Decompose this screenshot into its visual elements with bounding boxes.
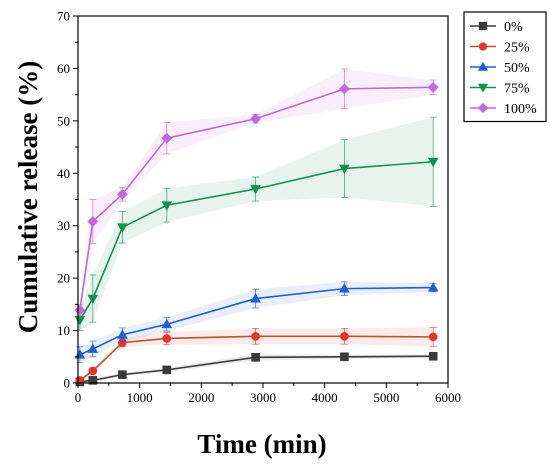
legend-item: 50% bbox=[470, 61, 530, 76]
data-point bbox=[428, 351, 438, 361]
series-75-pct bbox=[74, 116, 439, 331]
data-point bbox=[250, 185, 261, 195]
legend-item: 75% bbox=[470, 82, 530, 97]
data-point bbox=[428, 332, 438, 342]
data-point bbox=[250, 293, 261, 303]
data-point bbox=[118, 370, 127, 379]
data-point bbox=[117, 329, 128, 339]
y-tick-label: 60 bbox=[57, 61, 70, 76]
series-50-pct bbox=[74, 281, 439, 363]
x-tick-label: 2000 bbox=[188, 390, 214, 405]
data-point bbox=[117, 223, 128, 233]
data-point bbox=[427, 282, 439, 292]
data-point bbox=[87, 294, 99, 304]
y-tick-label: 10 bbox=[57, 323, 70, 338]
data-point bbox=[161, 132, 173, 144]
series-0-pct bbox=[75, 351, 438, 387]
data-point bbox=[87, 216, 99, 227]
data-point bbox=[88, 376, 98, 385]
y-tick-label: 70 bbox=[57, 9, 70, 24]
data-point bbox=[251, 332, 260, 341]
legend-label: 100% bbox=[504, 102, 537, 117]
series-100-pct bbox=[74, 68, 439, 316]
data-point bbox=[87, 343, 99, 353]
data-point bbox=[162, 334, 172, 343]
data-point bbox=[161, 318, 173, 329]
y-tick-label: 30 bbox=[57, 218, 70, 233]
x-tick-label: 6000 bbox=[435, 390, 461, 405]
data-point bbox=[339, 283, 350, 293]
error-band bbox=[79, 281, 434, 363]
plot-area bbox=[74, 68, 439, 387]
y-tick-label: 20 bbox=[57, 271, 70, 286]
data-point bbox=[427, 157, 439, 168]
legend-item: 100% bbox=[470, 102, 537, 117]
legend-marker bbox=[477, 83, 489, 93]
y-axis-title: Cumulative release (%) bbox=[13, 61, 43, 333]
series-25-pct bbox=[75, 327, 438, 385]
data-point bbox=[74, 304, 86, 316]
x-tick-label: 0 bbox=[75, 390, 82, 405]
axes: 0 1000 2000 3000 4000 5000 6000 0 10 20 30 40 50 60 70 bbox=[57, 9, 461, 406]
legend-label: 75% bbox=[504, 82, 530, 97]
error-band bbox=[79, 68, 434, 316]
legend-label: 0% bbox=[504, 20, 523, 35]
legend-label: 25% bbox=[504, 41, 530, 56]
legend-marker bbox=[477, 102, 489, 114]
x-tick-label: 4000 bbox=[312, 390, 338, 405]
x-axis-title: Time (min) bbox=[197, 429, 326, 459]
data-point bbox=[250, 113, 262, 125]
data-point bbox=[339, 164, 350, 174]
legend-label: 50% bbox=[504, 61, 530, 76]
data-point bbox=[251, 353, 260, 362]
legend-marker bbox=[478, 21, 488, 31]
x-tick-label: 5000 bbox=[373, 390, 399, 405]
y-tick-label: 40 bbox=[57, 166, 70, 181]
legend-item: 25% bbox=[470, 41, 530, 56]
y-tick-label: 50 bbox=[57, 113, 70, 128]
data-point bbox=[162, 365, 172, 375]
legend-marker bbox=[477, 61, 489, 71]
legend: 0% 25% 50% 75% 100% bbox=[463, 11, 547, 123]
data-point bbox=[88, 366, 98, 376]
data-point bbox=[427, 81, 439, 93]
legend-item: 0% bbox=[470, 20, 523, 35]
x-tick-label: 3000 bbox=[250, 390, 276, 405]
x-tick-label: 1000 bbox=[127, 390, 153, 405]
legend-marker bbox=[478, 42, 488, 51]
y-tick-label: 0 bbox=[64, 376, 71, 391]
data-point bbox=[338, 83, 350, 95]
data-point bbox=[161, 201, 173, 211]
data-point bbox=[340, 352, 349, 362]
data-point bbox=[340, 332, 349, 341]
data-point bbox=[116, 188, 128, 200]
